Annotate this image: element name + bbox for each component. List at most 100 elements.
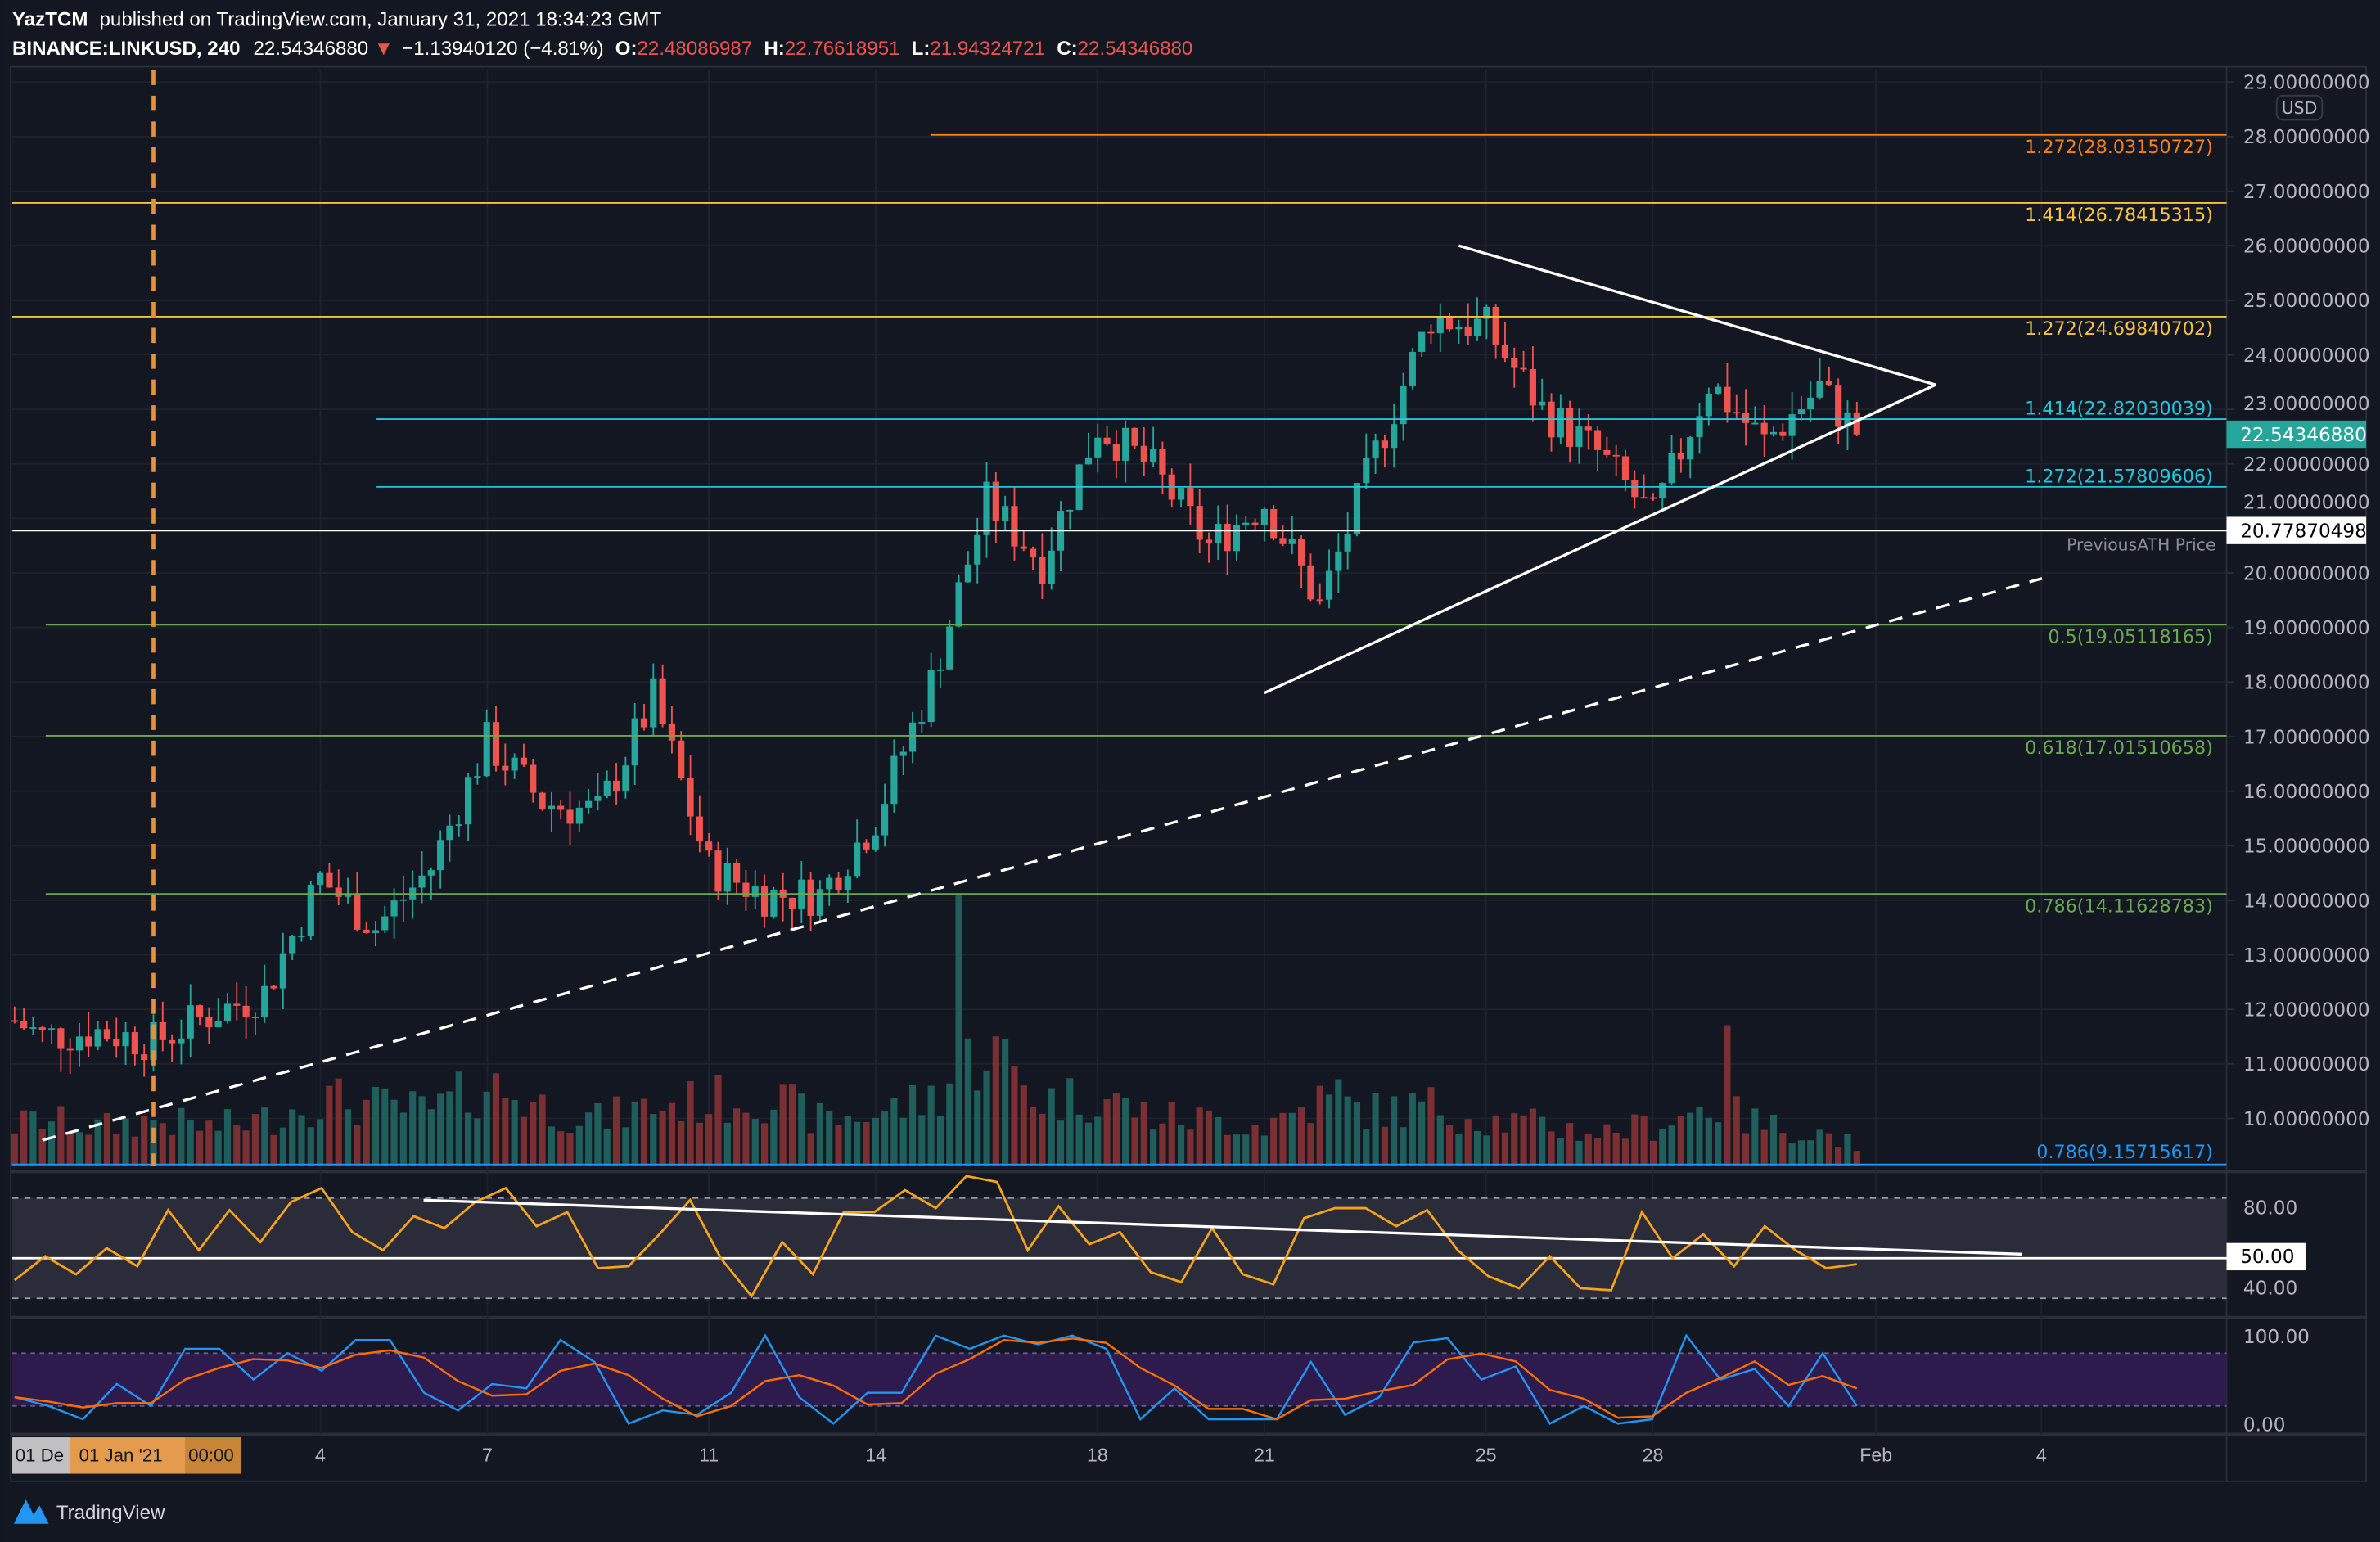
last-price-tag: 22.54346880 — [2226, 420, 2367, 449]
candle-body — [1391, 424, 1398, 449]
volume-bar — [1853, 1151, 1860, 1166]
candle-body — [131, 1032, 138, 1055]
volume-bar — [437, 1093, 444, 1166]
volume-bar — [631, 1101, 638, 1166]
candle-body — [1344, 534, 1351, 552]
candle-body — [557, 805, 565, 810]
candle-body — [1020, 546, 1027, 549]
candle-body — [622, 765, 629, 791]
candle-body — [427, 870, 435, 876]
tradingview-logo[interactable]: TradingView — [13, 1499, 165, 1524]
candle-body — [1353, 483, 1361, 534]
candle-body — [1649, 497, 1657, 499]
volume-bar — [992, 1036, 999, 1166]
high-value: 22.76618951 — [785, 38, 900, 60]
candle-body — [289, 936, 296, 954]
published-text: published on TradingView.com, January 31… — [100, 9, 662, 31]
candle-body — [1002, 506, 1009, 521]
candle-body — [390, 900, 398, 917]
fib-label: 0.786(9.15715617) — [2036, 1142, 2213, 1163]
candle-body — [1557, 408, 1564, 438]
candle-body — [29, 1027, 37, 1029]
candle-body — [1363, 458, 1370, 484]
price-axis-label: 14.00000000 — [2243, 890, 2370, 912]
volume-bar — [1492, 1115, 1499, 1166]
header-line-2: BINANCE:LINKUSD, 240 22.54346880 ▼ −1.13… — [12, 38, 1192, 60]
time-tick: 11 — [699, 1445, 719, 1466]
volume-bar — [465, 1112, 472, 1166]
candle-body — [788, 897, 796, 909]
volume-bar — [594, 1102, 602, 1166]
cursor-date-label: 01 Jan '21 — [79, 1445, 163, 1466]
volume-bar — [214, 1130, 222, 1166]
rsi-line — [13, 1175, 1857, 1299]
candle-body — [826, 877, 833, 890]
candle-body — [890, 755, 898, 805]
candle-body — [575, 807, 583, 824]
volume-bar — [38, 1129, 46, 1166]
volume-bar — [678, 1120, 685, 1166]
volume-bar — [1187, 1129, 1194, 1166]
open-label: O: — [615, 38, 638, 60]
currency-label[interactable]: USD — [2282, 98, 2318, 118]
currency-button[interactable] — [2275, 94, 2324, 121]
candle-body — [1372, 440, 1379, 458]
volume-bar — [1029, 1107, 1037, 1166]
symbol-interval[interactable]: BINANCE:LINKUSD, 240 — [12, 38, 240, 60]
price-axis-label: 11.00000000 — [2243, 1053, 2370, 1075]
candle-body — [205, 1017, 213, 1028]
candle-body — [1520, 367, 1527, 370]
candle-body — [94, 1029, 101, 1047]
fib-label: 0.618(17.01510658) — [2025, 737, 2213, 759]
open-value: 22.48086987 — [638, 38, 753, 60]
price-axis-label: 26.00000000 — [2243, 236, 2370, 258]
price-axis[interactable]: 29.00000000 28.00000000 27.00000000 26.0000… — [2226, 72, 2370, 1130]
candle-body — [992, 481, 999, 521]
candle-body — [908, 722, 917, 752]
candle-body — [1177, 488, 1185, 500]
candle-body — [594, 796, 602, 801]
candle-body — [974, 534, 981, 565]
candle-body — [381, 916, 389, 931]
volume-bar — [622, 1127, 629, 1166]
volume-bar — [1593, 1138, 1602, 1166]
volume-bar — [242, 1130, 250, 1166]
time-tick: 4 — [2036, 1445, 2047, 1466]
candle-body — [196, 1005, 204, 1017]
candle-body — [399, 899, 407, 901]
volume-bar — [1011, 1066, 1018, 1166]
candle-body — [668, 724, 676, 741]
time-tick: Feb — [1859, 1445, 1892, 1466]
candle-body — [1400, 386, 1407, 425]
candle-body — [964, 564, 971, 583]
candle-body — [1279, 538, 1287, 544]
volume-bar — [936, 1116, 944, 1166]
tradingview-logo-text: TradingView — [56, 1502, 165, 1524]
candle-body — [844, 876, 851, 891]
candle-body — [103, 1029, 111, 1039]
volume-bar — [566, 1133, 574, 1166]
cursor-time-box — [185, 1437, 242, 1474]
volume-bar — [178, 1107, 185, 1166]
time-axis[interactable]: 01 De 01 Jan '21 00:00 4 7 11 14 18 21 2… — [12, 1437, 2047, 1474]
volume-bar — [335, 1078, 342, 1166]
price-axis-label: 27.00000000 — [2243, 181, 2370, 203]
volume-bar — [863, 1121, 870, 1166]
candle-body — [242, 1005, 250, 1017]
candle-body — [1298, 539, 1305, 566]
volume-bar — [1584, 1134, 1592, 1166]
candle-body — [1742, 413, 1750, 423]
volume-bar — [650, 1114, 657, 1166]
candle-body — [437, 840, 444, 871]
volume-bar — [1659, 1129, 1666, 1166]
close-label: C: — [1057, 38, 1077, 60]
volume-bar — [575, 1125, 583, 1166]
volume-bar — [1631, 1114, 1639, 1166]
time-tick: 4 — [315, 1445, 326, 1466]
volume-bar — [964, 1038, 971, 1166]
volume-bar — [1649, 1140, 1657, 1166]
candle-body — [47, 1028, 56, 1030]
volume-bar — [1381, 1126, 1388, 1166]
ath-price-tag-text: 20.77870498 — [2240, 520, 2367, 542]
